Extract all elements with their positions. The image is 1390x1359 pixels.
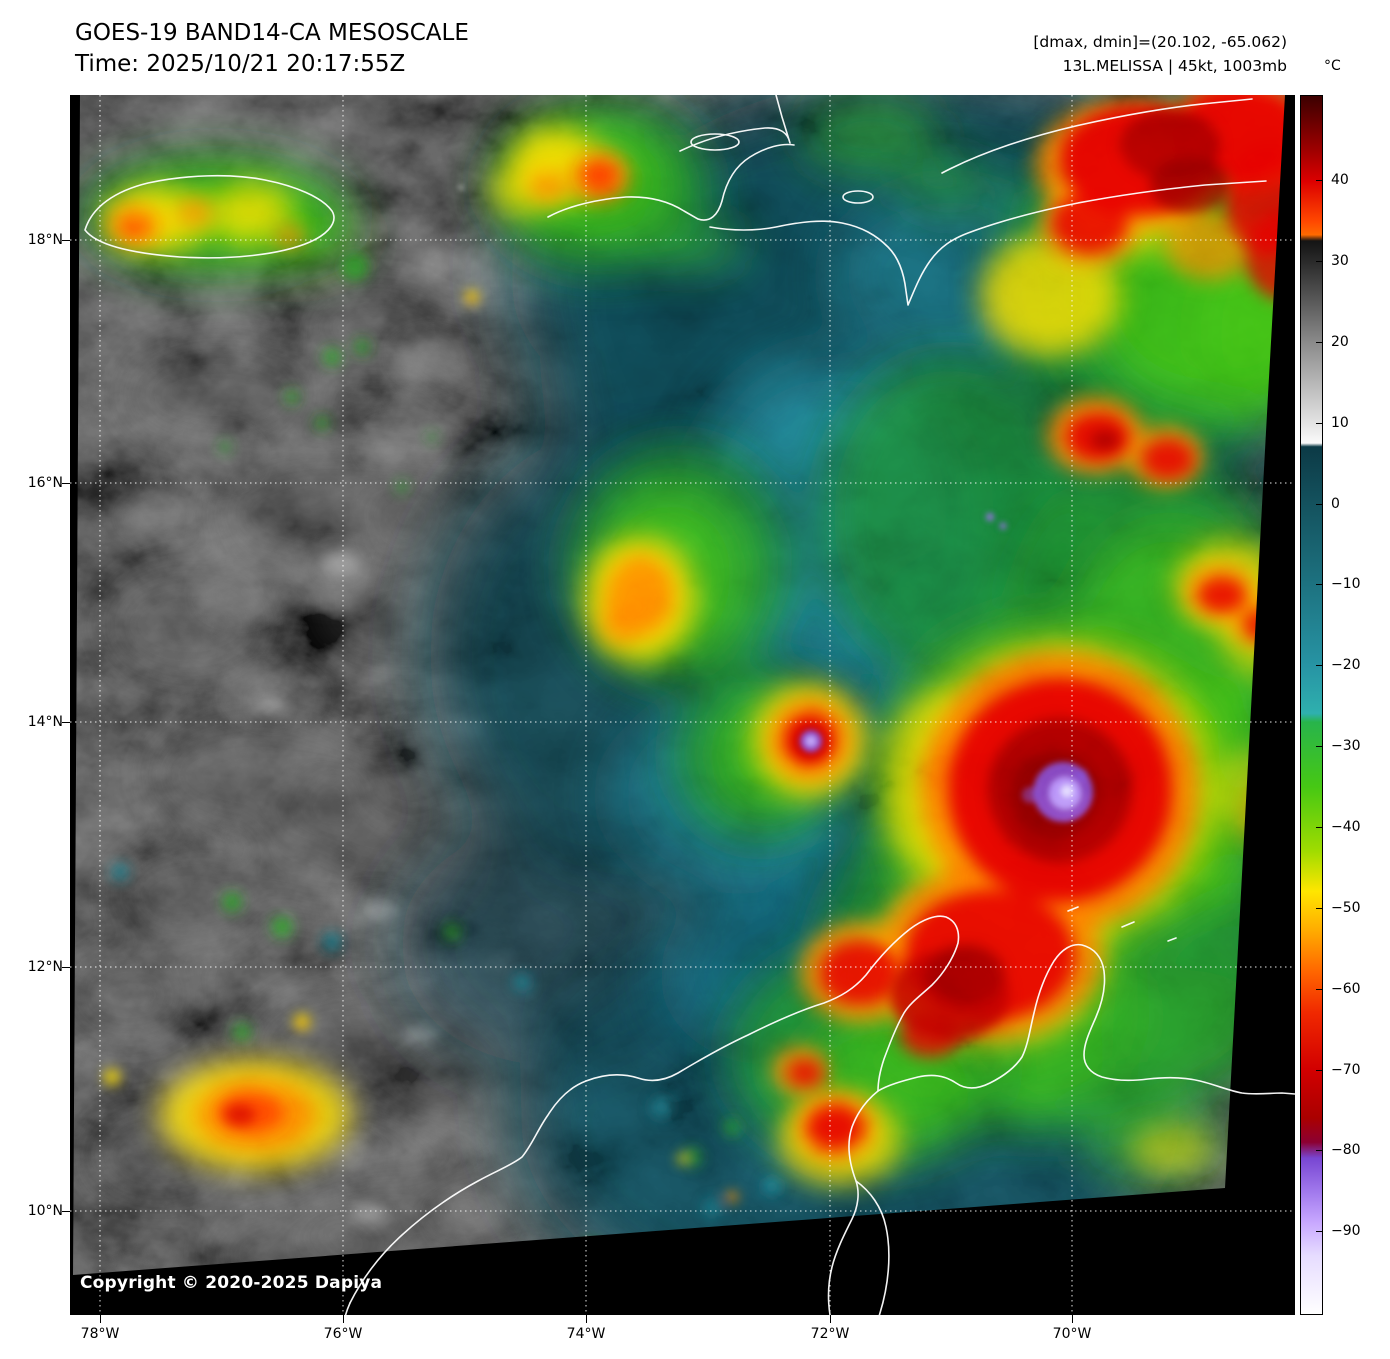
- colorbar-tickmark: [1316, 827, 1322, 828]
- colorbar-unit: °C: [1324, 58, 1341, 74]
- colorbar-tick-label: 30: [1331, 253, 1349, 269]
- colorbar-tick-label: −80: [1331, 1142, 1361, 1158]
- colorbar-tick-label: 40: [1331, 172, 1349, 188]
- lat-tickmark: [62, 967, 70, 968]
- dmax-dmin-readout: [dmax, dmin]=(20.102, -65.062): [1033, 33, 1287, 51]
- lat-label: 12°N: [27, 959, 63, 975]
- colorbar-tick-label: 10: [1331, 415, 1349, 431]
- storm-info: 13L.MELISSA | 45kt, 1003mb: [1062, 57, 1287, 75]
- colorbar-tick-label: −60: [1331, 981, 1361, 997]
- lat-tickmark: [62, 240, 70, 241]
- figure-title: GOES-19 BAND14-CA MESOSCALE: [75, 20, 469, 46]
- colorbar-tickmark: [1316, 746, 1322, 747]
- lat-tickmark: [62, 722, 70, 723]
- satellite-imagery: [73, 95, 1285, 1275]
- colorbar-tick-label: −70: [1331, 1062, 1361, 1078]
- colorbar-tickmark: [1316, 1070, 1322, 1071]
- colorbar-tick-label: −50: [1331, 900, 1361, 916]
- lon-label: 78°W: [80, 1326, 120, 1342]
- lat-label: 10°N: [27, 1203, 63, 1219]
- colorbar-tick-label: −90: [1331, 1223, 1361, 1239]
- lon-label: 70°W: [1052, 1326, 1092, 1342]
- info-block: [dmax, dmin]=(20.102, -65.062) 13L.MELIS…: [1033, 30, 1287, 78]
- lon-label: 76°W: [323, 1326, 363, 1342]
- lat-label: 14°N: [27, 714, 63, 730]
- colorbar-tickmark: [1316, 504, 1322, 505]
- figure-time: Time: 2025/10/21 20:17:55Z: [75, 51, 406, 77]
- colorbar-tickmark: [1316, 989, 1322, 990]
- colorbar-tick-label: 20: [1331, 334, 1349, 350]
- title-block: GOES-19 BAND14-CA MESOSCALE Time: 2025/1…: [75, 18, 469, 80]
- lon-tickmark: [586, 1315, 587, 1323]
- colorbar-tickmark: [1316, 908, 1322, 909]
- colorbar-tick-label: 0: [1331, 496, 1340, 512]
- lon-tickmark: [100, 1315, 101, 1323]
- satellite-imagery-svg: [70, 95, 1295, 1315]
- satellite-map: Copyright © 2020-2025 Dapiya: [70, 95, 1295, 1315]
- lat-label: 16°N: [27, 475, 63, 491]
- lat-label: 18°N: [27, 232, 63, 248]
- lon-label: 74°W: [566, 1326, 606, 1342]
- colorbar-tick-label: −40: [1331, 819, 1361, 835]
- colorbar-tick-label: −20: [1331, 657, 1361, 673]
- colorbar-tickmark: [1316, 665, 1322, 666]
- lon-tickmark: [343, 1315, 344, 1323]
- lat-tickmark: [62, 1211, 70, 1212]
- colorbar-tickmark: [1316, 584, 1322, 585]
- coastlines: [84, 95, 1295, 1315]
- colorbar-gradient: [1300, 95, 1323, 1315]
- colorbar-tickmark: [1316, 180, 1322, 181]
- colorbar-tickmark: [1316, 1150, 1322, 1151]
- colorbar-tickmark: [1316, 342, 1322, 343]
- lon-tickmark: [1072, 1315, 1073, 1323]
- colorbar-tick-label: −10: [1331, 576, 1361, 592]
- colorbar-tickmark: [1316, 1231, 1322, 1232]
- copyright-watermark: Copyright © 2020-2025 Dapiya: [80, 1273, 383, 1293]
- colorbar-tickmark: [1316, 423, 1322, 424]
- colorbar-tick-label: −30: [1331, 738, 1361, 754]
- lon-tickmark: [830, 1315, 831, 1323]
- graticule: [70, 95, 1295, 1315]
- lat-tickmark: [62, 483, 70, 484]
- colorbar-tickmark: [1316, 261, 1322, 262]
- lon-label: 72°W: [810, 1326, 850, 1342]
